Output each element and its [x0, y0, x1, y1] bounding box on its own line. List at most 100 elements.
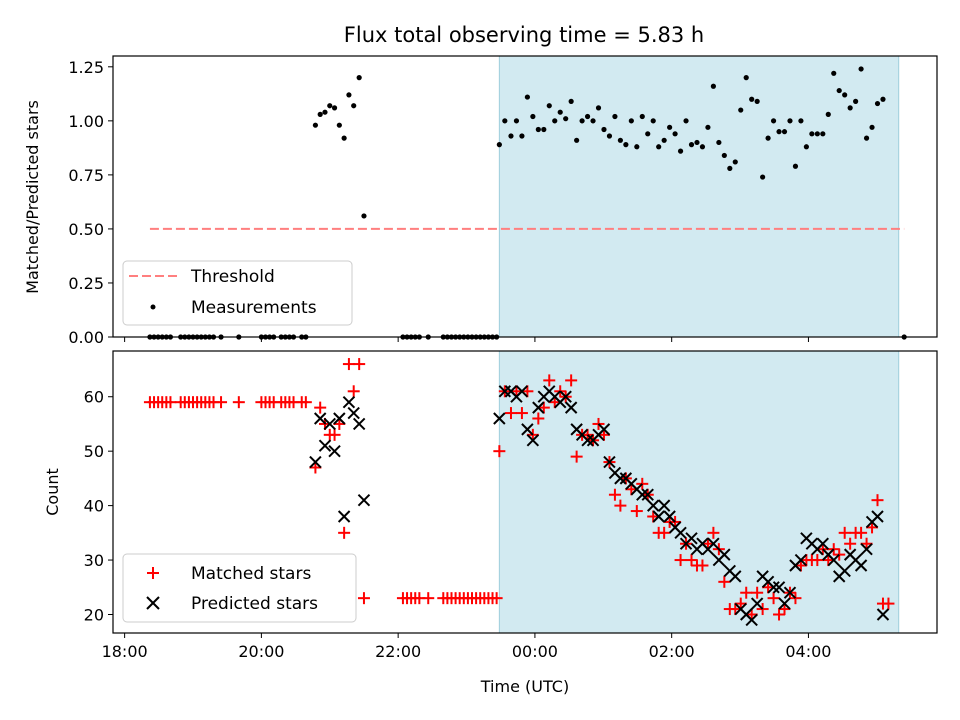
matched-stars-legend-label: Matched stars	[191, 564, 311, 584]
measurement-point	[760, 174, 766, 180]
measurement-point	[331, 105, 338, 111]
matched-star-point	[338, 526, 351, 539]
top-y-tick-label: 0.75	[68, 166, 104, 185]
matched-star-point	[215, 396, 228, 409]
measurement-point	[508, 133, 514, 139]
measurement-point	[496, 142, 502, 148]
matched-star-point	[696, 559, 709, 572]
measurement-point	[356, 75, 362, 81]
x-tick-label: 04:00	[785, 642, 831, 661]
matched-star-point	[701, 537, 714, 550]
predicted-star-point	[515, 385, 529, 398]
bottom-y-tick-label: 40	[84, 497, 104, 516]
measurement-point	[524, 94, 530, 100]
matched-star-point	[855, 526, 868, 539]
measurement-point	[546, 103, 552, 109]
measurement-point	[727, 165, 733, 171]
measurement-point	[535, 126, 541, 133]
top-axes-frame	[112, 55, 938, 338]
matched-star-point	[299, 396, 312, 409]
measurement-point	[754, 98, 760, 104]
matched-star-point	[493, 445, 506, 458]
measurement-point	[502, 118, 508, 124]
measurement-point	[787, 118, 793, 124]
bottom-y-tick-label: 30	[84, 551, 104, 570]
measurement-point	[656, 144, 662, 150]
x-tick-label: 22:00	[375, 642, 421, 661]
bottom-axes-frame	[112, 350, 938, 634]
predicted-star-point	[772, 581, 786, 594]
matched-star-point	[232, 396, 245, 409]
measurement-point	[672, 131, 678, 137]
matched-star-point	[882, 597, 895, 610]
measurements-legend-swatch	[150, 304, 156, 310]
predicted-star-point	[685, 532, 698, 545]
measurement-point	[606, 133, 613, 139]
predicted-star-point	[352, 417, 366, 431]
measurement-point	[880, 96, 886, 102]
predicted-star-point	[597, 423, 611, 436]
matched-star-point	[729, 603, 742, 616]
top-y-tick-label: 1.00	[68, 112, 104, 131]
measurement-point	[639, 113, 645, 120]
measurement-point	[825, 111, 831, 117]
measurement-point	[612, 113, 618, 120]
measurement-point	[574, 137, 580, 143]
matched-star-point	[707, 526, 720, 539]
predicted-star-point	[559, 390, 572, 403]
predicted-star-point	[663, 510, 676, 523]
measurement-point	[836, 87, 842, 94]
measurement-point	[513, 118, 520, 124]
measurement-point	[346, 92, 352, 98]
measurement-point	[743, 75, 749, 81]
measurement-point	[552, 118, 558, 124]
measurement-point	[341, 135, 347, 141]
predicted-star-point	[750, 597, 764, 610]
measurement-point	[798, 118, 804, 124]
measurement-point	[831, 70, 837, 76]
predicted-star-point	[745, 613, 758, 627]
bottom-y-tick-label: 20	[84, 605, 104, 624]
predicted-star-point	[783, 586, 797, 599]
matched-star-point	[871, 494, 884, 507]
measurement-point	[327, 103, 333, 109]
measurement-point	[584, 113, 591, 120]
measurement-point	[721, 152, 727, 159]
top-y-tick-label: 0.50	[68, 220, 104, 239]
measurement-point	[874, 100, 881, 107]
matched-star-point	[422, 592, 435, 605]
measurement-point	[847, 105, 853, 111]
measurement-point	[312, 122, 319, 128]
matched-star-point	[838, 526, 851, 539]
measurement-point	[858, 66, 864, 72]
measurement-point	[683, 118, 689, 124]
predicted-star-point	[778, 597, 791, 610]
bottom-y-axis-label: Count	[43, 468, 62, 516]
matched-star-point	[490, 592, 503, 605]
top-y-tick-label: 0.25	[68, 274, 104, 293]
measurement-point	[820, 131, 826, 137]
predicted-star-point	[827, 553, 840, 567]
matched-star-point	[164, 396, 177, 409]
predicted-star-point	[493, 412, 506, 425]
matched-star-point	[353, 358, 366, 371]
threshold-legend-label: Threshold	[190, 267, 275, 287]
predicted-star-point	[342, 395, 356, 409]
measurement-point	[579, 118, 585, 124]
measurement-point	[623, 142, 629, 148]
matched-star-point	[844, 537, 857, 550]
matched-star-point	[597, 428, 610, 441]
measurement-point	[776, 129, 782, 135]
top-y-tick-label: 0.00	[68, 328, 104, 347]
predicted-star-point	[581, 434, 594, 447]
matched-star-point	[570, 450, 583, 463]
matched-star-point	[674, 554, 687, 567]
matched-star-point	[773, 608, 786, 621]
matched-star-point	[740, 586, 753, 599]
matched-star-point	[515, 407, 528, 420]
measurement-point	[842, 92, 848, 98]
measurement-point	[869, 124, 875, 130]
measurement-point	[541, 126, 547, 133]
matched-star-point	[822, 554, 835, 567]
